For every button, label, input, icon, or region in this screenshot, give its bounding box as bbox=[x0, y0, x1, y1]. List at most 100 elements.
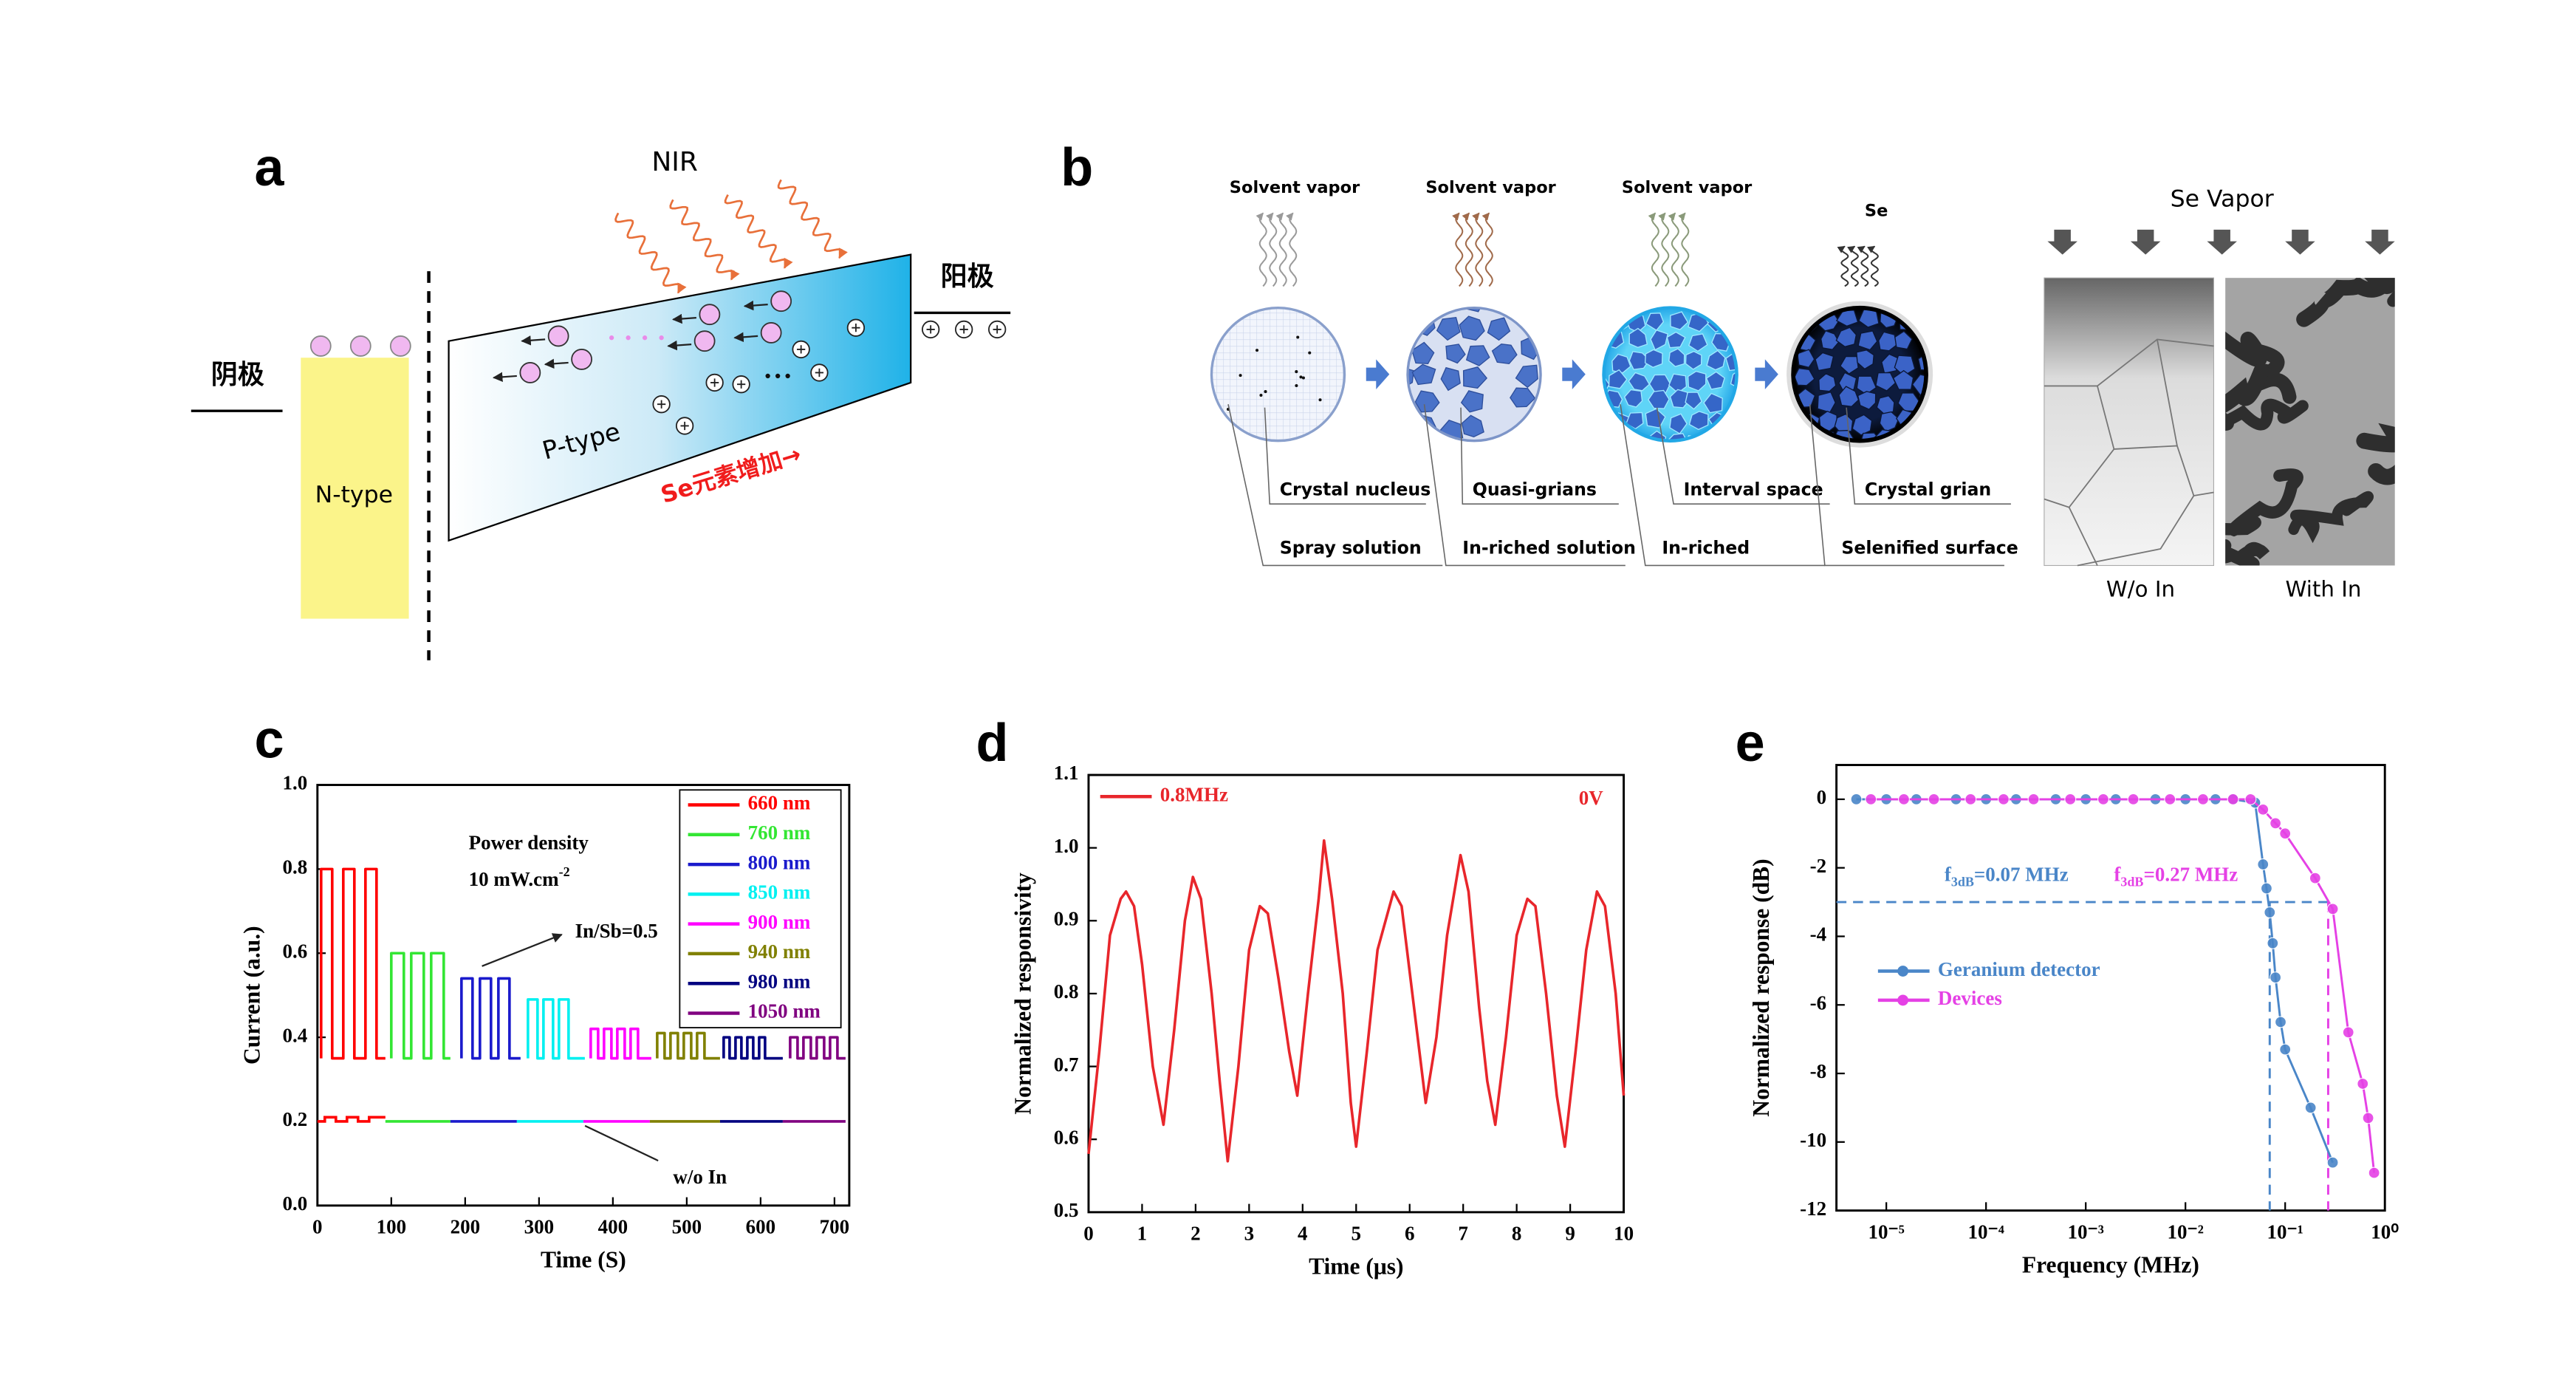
legend-label: 660 nm bbox=[748, 792, 811, 814]
y-tick-label: 0.0 bbox=[283, 1192, 308, 1215]
callout-line bbox=[1264, 407, 1426, 505]
y-tick-label: 0.8 bbox=[1054, 980, 1079, 1003]
cathode-label: 阴极 bbox=[211, 360, 264, 390]
legend-label: 760 nm bbox=[748, 822, 811, 844]
grain bbox=[1687, 370, 1707, 392]
grain bbox=[1411, 363, 1436, 386]
annotation-text: In/Sb=0.5 bbox=[575, 920, 658, 942]
data-point bbox=[2304, 1101, 2317, 1114]
grain bbox=[1666, 331, 1686, 349]
callout-line bbox=[1460, 407, 1619, 505]
grain bbox=[1688, 411, 1709, 431]
data-point bbox=[2227, 793, 2239, 805]
electron bbox=[309, 335, 332, 357]
y-tick-label: -2 bbox=[1810, 855, 1827, 877]
data-point bbox=[2326, 1156, 2339, 1169]
vapor-arrow bbox=[2130, 229, 2161, 255]
grain bbox=[1685, 350, 1702, 370]
electron bbox=[699, 304, 721, 326]
grain bbox=[1440, 366, 1461, 392]
nucleus bbox=[1264, 390, 1267, 394]
grain bbox=[1611, 353, 1631, 374]
nucleus bbox=[1259, 394, 1263, 397]
annotation: 0V bbox=[1579, 787, 1604, 809]
grain bbox=[1646, 289, 1663, 305]
grain-boundary bbox=[2044, 498, 2069, 508]
p-region bbox=[448, 253, 912, 542]
annotation-text: 10 mW.cm bbox=[469, 868, 559, 890]
series-line bbox=[390, 952, 451, 1060]
vapor-label: Solvent vapor bbox=[1622, 178, 1753, 197]
annotation-arrow bbox=[482, 933, 563, 967]
x-tick-label: 7 bbox=[1458, 1223, 1468, 1245]
panel-label: b bbox=[1061, 138, 1093, 197]
grain bbox=[1626, 411, 1644, 430]
y-tick-label: -4 bbox=[1810, 923, 1827, 946]
annotation-text: Power density bbox=[469, 832, 589, 854]
y-tick-label: 1.1 bbox=[1054, 762, 1079, 784]
grain bbox=[1465, 345, 1490, 366]
hole-sign bbox=[797, 345, 806, 354]
hole-sign bbox=[815, 368, 824, 378]
data-point bbox=[2196, 793, 2209, 805]
series-line bbox=[527, 998, 585, 1060]
x-tick-label: 8 bbox=[1512, 1223, 1522, 1245]
grain-boundary bbox=[2193, 491, 2214, 496]
legend-label: 900 nm bbox=[748, 911, 811, 933]
grain bbox=[1460, 390, 1484, 413]
grain bbox=[1839, 355, 1859, 375]
x-tick-label: 300 bbox=[524, 1216, 555, 1238]
grain bbox=[1487, 317, 1511, 341]
step-arrow bbox=[1562, 359, 1586, 389]
grain bbox=[1703, 392, 1723, 414]
x-tick-label: 10⁰ bbox=[2371, 1220, 2399, 1243]
channel bbox=[2387, 290, 2395, 307]
vapor-line bbox=[1462, 212, 1473, 287]
dot bbox=[609, 335, 614, 341]
y-tick-label: 0 bbox=[1817, 786, 1827, 808]
drift-arrow bbox=[672, 313, 696, 324]
annotation-text: w/o In bbox=[673, 1166, 727, 1188]
annotation: f3dB=0.07 MHz bbox=[1945, 863, 2069, 889]
grain bbox=[1669, 413, 1688, 434]
channel bbox=[2225, 468, 2303, 537]
electron bbox=[519, 362, 541, 383]
nucleus bbox=[1318, 398, 1322, 402]
data-point bbox=[2027, 793, 2040, 805]
callout-label: Spray solution bbox=[1280, 537, 1422, 558]
drift-arrow bbox=[521, 335, 546, 346]
data-point bbox=[2097, 793, 2109, 805]
data-point bbox=[2244, 793, 2257, 805]
series-line bbox=[589, 1027, 651, 1060]
y-tick-label: 0.5 bbox=[1054, 1199, 1079, 1221]
data-point bbox=[2275, 1016, 2287, 1028]
vapor-label: Solvent vapor bbox=[1425, 178, 1556, 197]
grain bbox=[1818, 372, 1837, 392]
sem-image bbox=[2044, 277, 2214, 567]
grain bbox=[1436, 316, 1461, 341]
data-point bbox=[2342, 1026, 2354, 1039]
x-tick-label: 500 bbox=[672, 1216, 702, 1238]
series-line bbox=[656, 1031, 720, 1060]
annotation-sub: 3dB bbox=[1951, 874, 1974, 889]
electron bbox=[770, 290, 792, 312]
y-tick-label: -8 bbox=[1810, 1060, 1827, 1082]
panel-label: d bbox=[976, 714, 1008, 773]
panel-label: a bbox=[255, 138, 285, 197]
x-tick-label: 3 bbox=[1244, 1223, 1255, 1245]
callout-label: In-riched bbox=[1662, 537, 1750, 558]
series-line bbox=[460, 977, 521, 1060]
data-point bbox=[2279, 827, 2292, 840]
callout-line bbox=[1620, 404, 1825, 567]
data-point bbox=[1850, 793, 1863, 805]
nucleus bbox=[1301, 376, 1305, 380]
annotation: 10 mW.cm-2 bbox=[469, 864, 570, 890]
y-tick-label: 1.0 bbox=[283, 772, 308, 794]
vapor-line bbox=[1256, 212, 1267, 287]
electron bbox=[571, 349, 593, 370]
data-point bbox=[2270, 817, 2282, 830]
data-point bbox=[2164, 793, 2176, 805]
plot-frame bbox=[1835, 764, 2386, 1212]
annotation-text: 0V bbox=[1579, 787, 1604, 809]
y-axis-label: Normalized response (dB) bbox=[1748, 858, 1774, 1116]
